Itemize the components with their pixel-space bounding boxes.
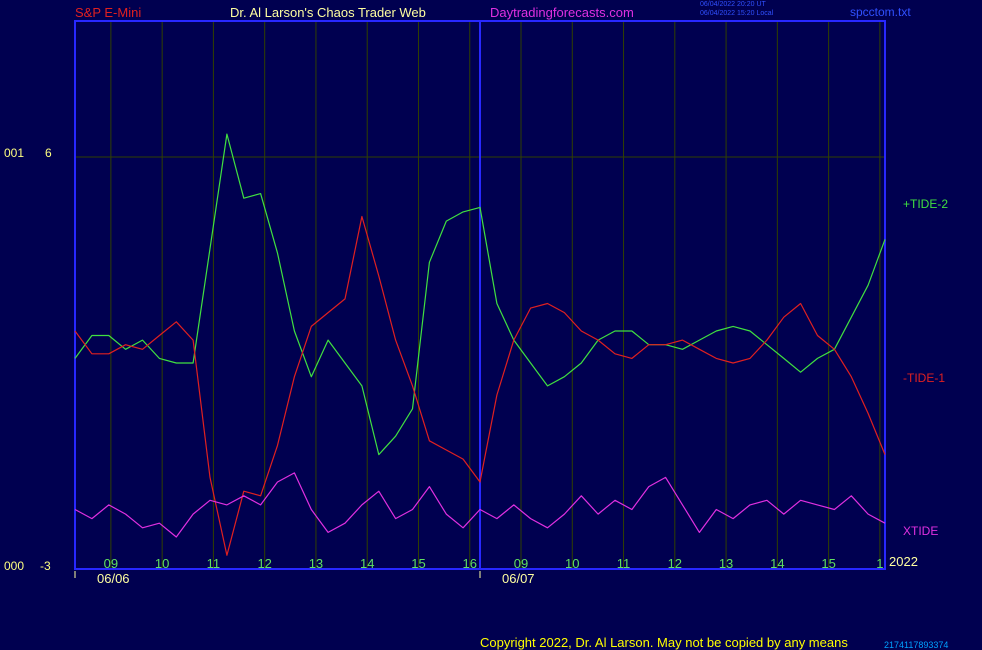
filename-label: spcctom.txt [850,5,911,19]
timestamp-local: 06/04/2022 15:20 Local [700,10,774,17]
plot-frame [74,20,886,570]
x-labels: 09 10 11 12 13 14 15 16 09 10 11 12 13 14 15 1 2022 06/06… [97,554,918,586]
timestamp-ut: 06/04/2022 20:20 UT [700,1,766,8]
hour-tick-label: 10 [155,556,169,571]
y-top-prefix: 001 [4,146,25,160]
y-top-value: 6 [45,146,52,160]
copyright-notice: Copyright 2022, Dr. Al Larson. May not b… [480,635,848,650]
hour-tick-label: 12 [668,556,682,571]
y-bottom-value: -3 [40,559,51,573]
hour-tick-label: 16 [463,556,477,571]
legend-xtide: XTIDE [903,524,939,538]
site-link[interactable]: Daytradingforecasts.com [490,5,634,20]
hour-tick-label: 15 [411,556,425,571]
hour-tick-label: 14 [770,556,784,571]
legend-tide1: -TIDE-1 [903,371,945,385]
date-label: 06/07 [502,571,535,586]
hour-tick-label: 14 [360,556,374,571]
grid-lines [75,21,885,569]
hour-tick-label: 1 [876,556,883,571]
date-label: 06/06 [97,571,130,586]
hour-tick-label: 11 [207,556,221,571]
hour-tick-label: 12 [257,556,271,571]
author-title: Dr. Al Larson's Chaos Trader Web [230,5,426,20]
hour-tick-label: 15 [821,556,835,571]
tide2-line [74,133,886,456]
hour-tick-label: 13 [719,556,733,571]
legend-tide2: +TIDE-2 [903,197,949,211]
hour-tick-label: 09 [514,556,528,571]
hour-tick-label: 13 [309,556,323,571]
hour-tick-label: 10 [565,556,579,571]
x-ticks [74,571,481,578]
hour-tick-label: 09 [104,556,118,571]
footer-code: 2174117893374 [884,640,949,650]
year-label: 2022 [889,554,918,569]
y-bottom-prefix: 000 [4,559,25,573]
tide1-line [74,215,886,556]
symbol-title: S&P E-Mini [75,5,142,20]
xtide-line [74,472,886,538]
hour-tick-label: 11 [617,556,631,571]
series-lines [74,133,886,556]
